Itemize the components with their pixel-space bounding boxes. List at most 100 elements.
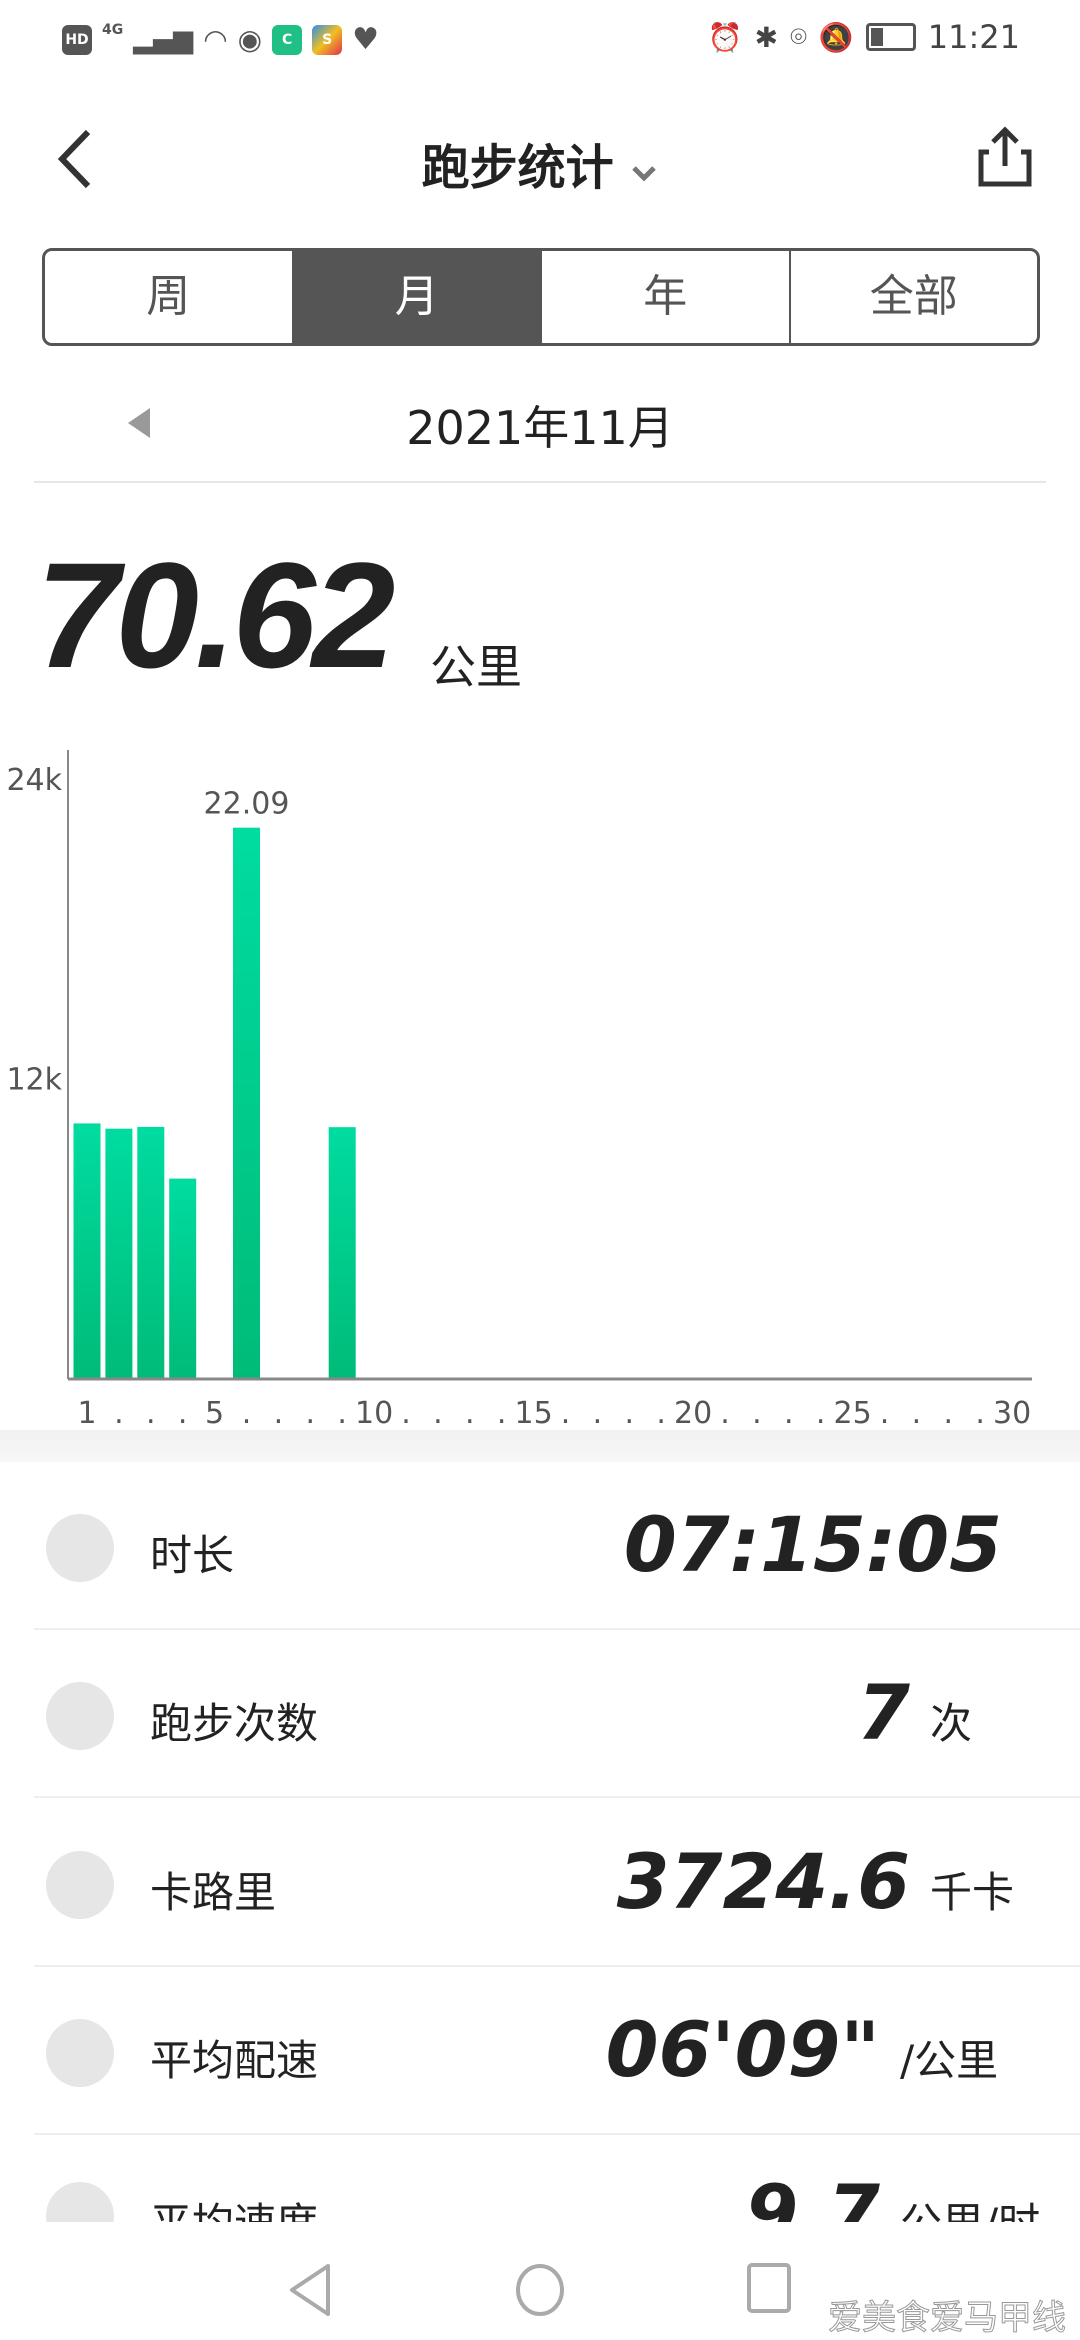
watermark: 爱美食爱马甲线 (828, 2298, 1067, 2339)
x-tick-dot: . (465, 1396, 475, 1430)
total-distance-unit: 公里 (430, 640, 522, 694)
tab-all[interactable]: 全部 (869, 271, 958, 322)
stat-value: 3724.6 (616, 1837, 910, 1926)
hd-icon: HD (62, 24, 92, 55)
x-tick-label: 25 (834, 1396, 872, 1430)
x-tick-dot: . (337, 1396, 347, 1430)
flame-icon (46, 1851, 114, 1919)
stat-row: 平均配速 06'09" /公里 (0, 1967, 1080, 2135)
stat-label: 卡路里 (150, 1868, 277, 1917)
x-tick-dot: . (274, 1396, 284, 1430)
battery-level (870, 28, 883, 46)
clock-time: 11:21 (927, 18, 1020, 56)
bluetooth-icon: ✱ (754, 20, 779, 54)
bar-day-4 (169, 1178, 197, 1379)
navigation-bar (0, 2222, 1080, 2340)
status-bar: HD 4G ▂▄▆ ◠ ◉ C S ♥ ⏰ ✱ ⌾ 🔕 11:21 (0, 0, 1080, 80)
x-tick-label: 15 (515, 1396, 553, 1430)
x-tick-dot: . (306, 1396, 316, 1430)
x-tick-dot: . (146, 1396, 156, 1430)
x-tick-label: 20 (674, 1396, 712, 1430)
bar-day-2 (105, 1128, 133, 1379)
x-tick-dot: . (497, 1396, 507, 1430)
stat-row: 卡路里 3724.6 千卡 (0, 1799, 1080, 1967)
tab-week[interactable]: 周 (45, 251, 294, 343)
chevron-down-icon (632, 166, 657, 182)
stat-value: 06'09" (605, 2005, 880, 2094)
bar-chart-icon (46, 1682, 114, 1750)
bar-day-6 (233, 827, 260, 1379)
row-divider (34, 1965, 1080, 1967)
status-right: ⏰ ✱ ⌾ 🔕 11:21 (708, 18, 1020, 56)
x-tick-dot: . (944, 1396, 954, 1430)
stat-value: 7 (857, 1668, 910, 1757)
signal-icon: ▂▄▆ (133, 24, 194, 55)
x-tick-dot: . (593, 1396, 603, 1430)
location-icon: ⌾ (790, 20, 807, 53)
battery-icon (865, 23, 916, 51)
x-tick-dot: . (561, 1396, 571, 1430)
total-distance: 70.62 (36, 531, 395, 699)
stat-row: 平均速度 9.7 公里/时 (0, 2130, 1080, 2222)
bar-day-9 (328, 1127, 356, 1379)
previous-month-icon[interactable] (128, 408, 150, 438)
wifi-icon: ◠ (203, 23, 228, 56)
stat-unit: 千卡 (930, 1868, 1015, 1917)
nav-back-icon[interactable] (288, 2262, 332, 2318)
x-tick-dot: . (178, 1396, 188, 1430)
stat-row: 时长 07:15:05 (0, 1462, 1080, 1630)
tab-month[interactable]: 月 (293, 251, 542, 343)
y-tick-label: 24k (6, 763, 62, 798)
divider (34, 481, 1046, 483)
mute-icon: 🔕 (818, 20, 854, 54)
x-tick-dot: . (656, 1396, 666, 1430)
stat-unit: 次 (930, 1699, 973, 1748)
chevron-left-icon[interactable] (52, 124, 102, 194)
x-tick-label: 1 (77, 1396, 96, 1430)
x-tick-dot: . (401, 1396, 411, 1430)
x-tick-dot: . (114, 1396, 124, 1430)
title-text: 跑步统计 (421, 140, 614, 196)
row-divider (34, 2133, 1080, 2135)
stat-value: 07:15:05 (623, 1500, 1002, 1589)
x-tick-dot: . (880, 1396, 890, 1430)
stat-unit: 公里/时 (900, 2190, 1040, 2222)
page-title[interactable]: 跑步统计 (0, 128, 1080, 198)
x-tick-label: 30 (993, 1396, 1031, 1430)
x-tick-dot: . (912, 1396, 922, 1430)
app-icon-2: S (312, 24, 343, 55)
share-icon[interactable] (975, 122, 1035, 192)
network-label: 4G (102, 22, 124, 38)
section-separator (0, 1430, 1080, 1462)
date-label: 2021年11月 (406, 401, 674, 455)
stat-unit: /公里 (900, 2036, 999, 2085)
period-tabs: 周 月 年 全部 (42, 248, 1040, 346)
x-tick-label: 10 (355, 1396, 393, 1430)
x-tick-dot: . (975, 1396, 985, 1430)
status-left: HD 4G ▂▄▆ ◠ ◉ C S ♥ (62, 22, 379, 57)
row-divider (34, 1796, 1080, 1798)
header: 跑步统计 (0, 80, 1080, 240)
stat-value: 9.7 (745, 2168, 880, 2222)
stat-label: 时长 (150, 1531, 235, 1580)
x-tick-label: 5 (205, 1396, 224, 1430)
nav-recents-icon[interactable] (746, 2262, 792, 2314)
heart-icon: ♥ (352, 22, 380, 57)
eye-icon: ◉ (237, 23, 263, 56)
stat-label: 跑步次数 (150, 1699, 319, 1748)
x-tick-dot: . (433, 1396, 443, 1430)
x-tick-dot: . (816, 1396, 826, 1430)
bar-day-3 (137, 1126, 165, 1379)
nav-home-icon[interactable] (514, 2262, 566, 2318)
stat-label: 平均配速 (150, 2036, 319, 2085)
row-divider (34, 1628, 1080, 1630)
speed-icon (46, 2182, 114, 2222)
app-icon: C (272, 24, 303, 55)
x-tick-dot: . (625, 1396, 635, 1430)
x-tick-dot: . (784, 1396, 794, 1430)
bar-day-1 (73, 1123, 101, 1379)
clock-icon (46, 1514, 114, 1582)
stat-row: 跑步次数 7 次 (0, 1630, 1080, 1798)
tab-year[interactable]: 年 (542, 251, 791, 343)
